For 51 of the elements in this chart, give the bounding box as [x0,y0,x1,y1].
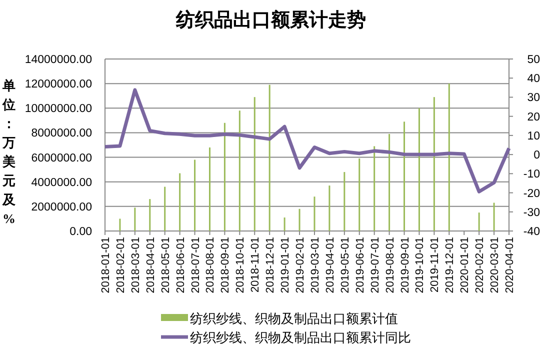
x-tick-label: 2018-02-01 [114,237,127,294]
x-tick-label: 2018-03-01 [130,237,142,294]
y2-tick-label: 40 [527,73,540,86]
x-tick-label: 2019-01-01 [280,237,292,294]
y-tick-label: 0.00 [70,226,92,238]
x-tick-label: 2018-05-01 [160,237,172,294]
x-tick-label: 2019-08-01 [384,237,396,294]
x-tick-label: 2019-06-01 [354,237,366,294]
y-tick-label: 10000000.00 [24,103,92,116]
x-tick-label: 2018-09-01 [220,237,232,294]
y-tick-label: 14000000.00 [24,54,92,66]
x-tick-label: 2019-02-01 [294,237,307,294]
y2-tick-label: 30 [527,92,540,104]
x-tick-label: 2020-04-01 [504,237,516,294]
x-tick-label: 2019-11-01 [429,237,442,292]
y-tick-label: 12000000.00 [24,78,92,91]
x-tick-label: 2018-12-01 [264,237,277,294]
y-axis-title: 单位：万美元及% [2,78,16,226]
y-tick-label: 8000000.00 [31,128,92,140]
legend-label: 纺织纱线、织物及制品出口额累计同比 [190,330,411,345]
line-series [103,88,511,194]
x-tick-label: 2019-09-01 [399,237,412,294]
x-tick-label: 2019-03-01 [309,237,322,294]
chart-title: 纺织品出口额累计走势 [175,9,366,31]
y2-tick-label: 0 [534,150,540,162]
x-tick-label: 2019-12-01 [444,237,456,294]
x-tick-label: 2020-03-01 [489,237,502,294]
y-tick-label: 2000000.00 [31,201,92,214]
x-tick-label: 2020-01-01 [459,237,472,294]
y2-tick-label: -20 [523,188,540,200]
y2-tick-label: -40 [523,226,540,238]
y2-tick-label: 50 [527,54,540,66]
y2-tick-label: 10 [527,130,540,142]
x-tick-label: 2018-04-01 [144,237,157,294]
x-tick-label: 2018-01-01 [100,237,112,294]
x-tick-label: 2019-04-01 [324,237,336,294]
x-tick-label: 2018-11-01 [250,237,262,292]
x-tick-label: 2018-06-01 [174,237,187,294]
y2-tick-label: -10 [523,168,540,181]
y-tick-label: 4000000.00 [31,176,92,189]
legend-label: 纺织纱线、织物及制品出口额累计值 [190,311,398,326]
x-tick-label: 2018-08-01 [204,237,217,294]
x-tick-label: 2018-07-01 [190,237,202,294]
y-tick-label: 6000000.00 [31,152,92,164]
x-tick-label: 2019-05-01 [339,237,352,294]
x-tick-label: 2019-07-01 [369,237,382,294]
x-tick-label: 2020-02-01 [474,237,486,294]
y2-tick-label: 20 [527,111,540,124]
y2-tick-label: -30 [523,206,540,219]
x-tick-label: 2019-10-01 [414,237,426,294]
x-tick-label: 2018-10-01 [234,237,247,294]
